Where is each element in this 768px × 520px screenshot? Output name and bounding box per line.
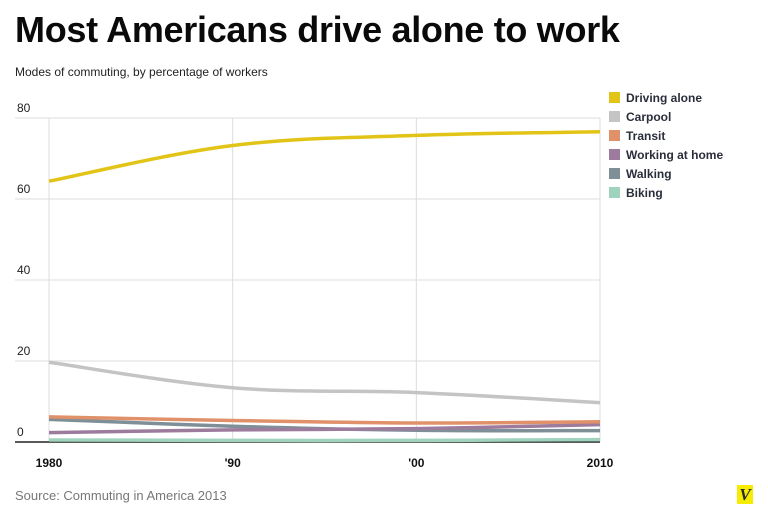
x-tick-label: '90	[225, 456, 242, 470]
legend: Driving alone Carpool Transit Working at ho…	[609, 88, 723, 202]
legend-swatch	[609, 149, 620, 160]
legend-label: Driving alone	[626, 90, 703, 105]
chart-subtitle: Modes of commuting, by percentage of wor…	[15, 65, 268, 79]
vox-logo: V	[737, 485, 753, 504]
chart-title: Most Americans drive alone to work	[15, 9, 620, 50]
legend-swatch	[609, 111, 620, 122]
y-tick-label: 80	[17, 101, 31, 115]
legend-label: Transit	[626, 128, 666, 143]
x-tick-label: '00	[408, 456, 425, 470]
legend-item-biking: Biking	[609, 183, 723, 202]
legend-item-carpool: Carpool	[609, 107, 723, 126]
legend-item-working-at-home: Working at home	[609, 145, 723, 164]
series-line-biking	[48, 437, 601, 443]
legend-swatch	[609, 92, 620, 103]
legend-label: Working at home	[626, 147, 724, 162]
source-note: Source: Commuting in America 2013	[15, 488, 227, 503]
legend-item-transit: Transit	[609, 126, 723, 145]
legend-swatch	[609, 168, 620, 179]
x-tick-label: 2010	[587, 456, 614, 470]
y-tick-label: 20	[17, 344, 31, 358]
axes: 0 20 40 60 80 1980 '90 '00 2010	[15, 101, 614, 470]
legend-label: Biking	[626, 185, 663, 200]
series-lines	[48, 130, 601, 443]
series-line-carpool	[48, 360, 601, 405]
series-line-working-at-home	[48, 422, 601, 435]
y-tick-label: 0	[17, 425, 24, 439]
legend-swatch	[609, 187, 620, 198]
grid	[15, 117, 601, 442]
y-tick-label: 40	[17, 263, 31, 277]
series-line-transit	[48, 415, 601, 425]
legend-label: Walking	[626, 166, 672, 181]
legend-label: Carpool	[626, 109, 672, 124]
x-tick-label: 1980	[36, 456, 63, 470]
legend-item-walking: Walking	[609, 164, 723, 183]
legend-item-driving-alone: Driving alone	[609, 88, 723, 107]
y-tick-label: 60	[17, 182, 31, 196]
legend-swatch	[609, 130, 620, 141]
series-line-driving-alone	[48, 130, 601, 183]
